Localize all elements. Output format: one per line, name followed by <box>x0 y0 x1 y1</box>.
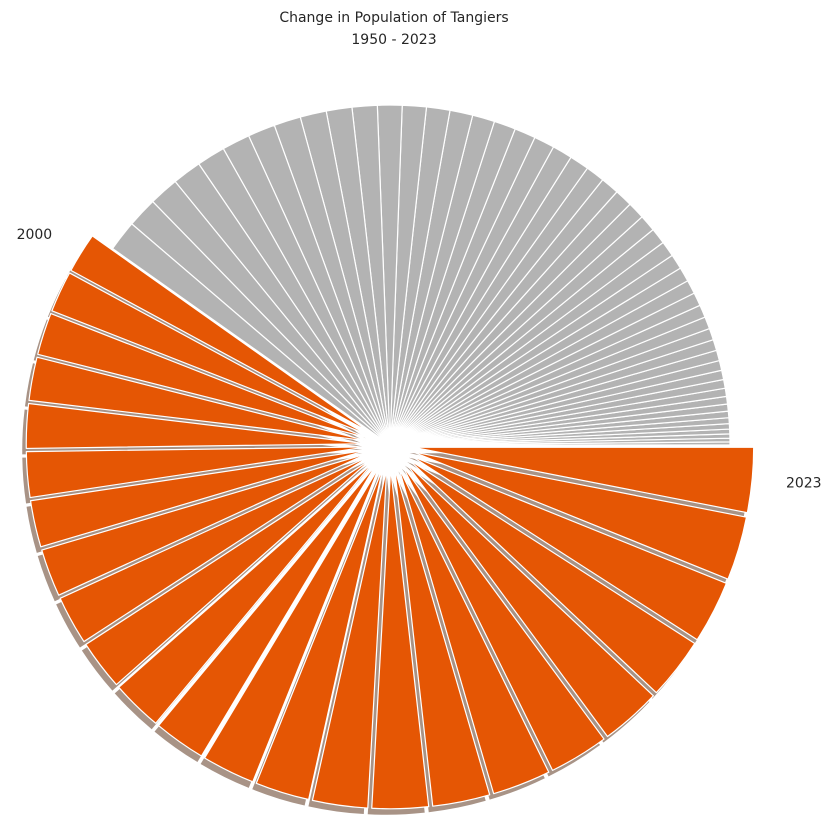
slice <box>70 235 371 434</box>
slice <box>111 223 391 446</box>
slice <box>398 466 550 795</box>
slice <box>408 459 696 694</box>
chart-title: Change in Population of Tangiers <box>279 10 508 26</box>
chart-subtitle: 1950 - 2023 <box>351 32 436 48</box>
slice <box>37 312 368 439</box>
slice <box>118 461 375 724</box>
slice <box>41 452 369 596</box>
slice <box>413 446 755 514</box>
slice <box>311 467 388 809</box>
slice <box>204 465 381 783</box>
slice <box>255 467 384 801</box>
slice <box>29 449 368 548</box>
slice <box>405 462 654 738</box>
slice <box>25 446 367 499</box>
slice-label: 2023 <box>786 475 822 491</box>
slice <box>85 458 372 686</box>
slice <box>28 356 368 442</box>
slice <box>157 463 377 757</box>
slice <box>25 402 367 450</box>
slices <box>25 104 755 810</box>
slice <box>59 455 370 643</box>
slice <box>51 272 370 436</box>
slice <box>371 468 430 810</box>
slice <box>394 467 491 807</box>
slice <box>401 464 605 771</box>
slice <box>410 455 727 641</box>
slice <box>412 451 748 580</box>
slice-label: 2000 <box>17 227 53 243</box>
